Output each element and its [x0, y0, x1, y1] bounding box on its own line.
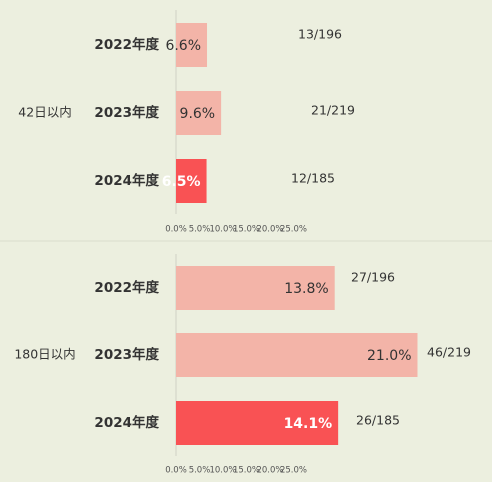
count-label: 13/196: [298, 27, 342, 42]
count-label: 27/196: [351, 270, 395, 285]
value-label: 6.5%: [162, 174, 201, 190]
x-tick-label: 10.0%: [209, 466, 236, 476]
bar: [176, 91, 222, 135]
bar-highlight: [176, 401, 339, 445]
bar: [176, 23, 208, 67]
bar-highlight: [176, 159, 207, 203]
chart-svg: 180日以内 2022年度 13.8% 27/196 2023年度 21.0% 46/219…: [14, 254, 471, 476]
x-tick-label: 15.0%: [233, 225, 260, 235]
category-label: 2024年度: [94, 172, 159, 189]
chart-panel-180-days: 180日以内 2022年度 13.8% 27/196 2023年度 21.0% 46/219…: [0, 242, 492, 482]
category-label: 2024年度: [94, 414, 159, 431]
x-tick-label: 20.0%: [256, 225, 283, 235]
x-tick-label: 25.0%: [280, 225, 307, 235]
bar: [176, 333, 418, 377]
chart-panel-42-days: 42日以内 2022年度 6.6% 13/196 2023年度 9.6% 21/219 202…: [0, 0, 492, 240]
x-tick-label: 5.0%: [189, 466, 211, 476]
value-label: 14.1%: [284, 416, 333, 432]
x-tick-label: 20.0%: [256, 466, 283, 476]
x-tick-label: 15.0%: [233, 466, 260, 476]
group-label: 180日以内: [14, 347, 75, 362]
category-label: 2022年度: [94, 36, 159, 53]
x-tick-label: 10.0%: [209, 225, 236, 235]
x-tick-label: 25.0%: [280, 466, 307, 476]
value-label: 21.0%: [367, 348, 411, 364]
value-label: 6.6%: [165, 38, 201, 54]
count-label: 46/219: [427, 345, 471, 360]
bar: [176, 266, 335, 310]
panel-divider: [0, 240, 492, 242]
group-label: 42日以内: [18, 105, 71, 120]
chart-svg: 42日以内 2022年度 6.6% 13/196 2023年度 9.6% 21/219 202…: [18, 10, 355, 235]
category-label: 2023年度: [94, 346, 159, 363]
x-tick-label: 0.0%: [165, 225, 187, 235]
count-label: 26/185: [356, 413, 400, 428]
value-label: 13.8%: [284, 281, 328, 297]
count-label: 12/185: [291, 171, 335, 186]
count-label: 21/219: [311, 103, 355, 118]
value-label: 9.6%: [180, 106, 216, 122]
category-label: 2022年度: [94, 279, 159, 296]
x-tick-label: 0.0%: [165, 466, 187, 476]
x-tick-label: 5.0%: [189, 225, 211, 235]
category-label: 2023年度: [94, 104, 159, 121]
